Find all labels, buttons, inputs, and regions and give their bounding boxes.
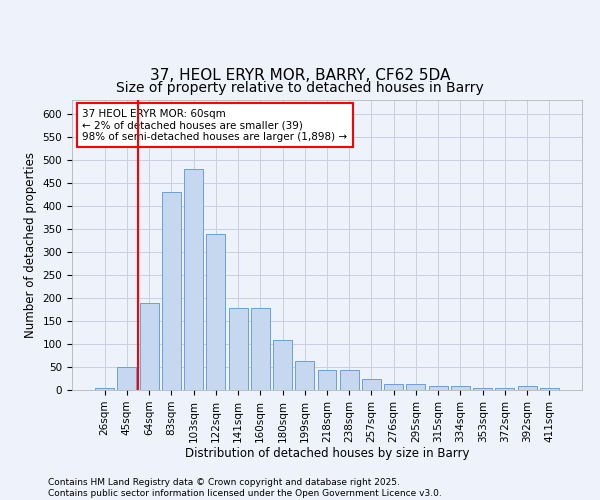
Bar: [429, 386, 448, 390]
Bar: [406, 384, 425, 390]
X-axis label: Distribution of detached houses by size in Barry: Distribution of detached houses by size …: [185, 448, 469, 460]
Bar: [340, 370, 359, 390]
Bar: [295, 362, 314, 390]
Text: 37 HEOL ERYR MOR: 60sqm
← 2% of detached houses are smaller (39)
98% of semi-det: 37 HEOL ERYR MOR: 60sqm ← 2% of detached…: [82, 108, 347, 142]
Bar: [518, 386, 536, 390]
Bar: [540, 388, 559, 390]
Text: 37, HEOL ERYR MOR, BARRY, CF62 5DA: 37, HEOL ERYR MOR, BARRY, CF62 5DA: [150, 68, 450, 82]
Bar: [384, 384, 403, 390]
Bar: [451, 386, 470, 390]
Text: Contains HM Land Registry data © Crown copyright and database right 2025.
Contai: Contains HM Land Registry data © Crown c…: [48, 478, 442, 498]
Text: Size of property relative to detached houses in Barry: Size of property relative to detached ho…: [116, 81, 484, 95]
Bar: [206, 234, 225, 390]
Y-axis label: Number of detached properties: Number of detached properties: [24, 152, 37, 338]
Bar: [317, 370, 337, 390]
Bar: [362, 379, 381, 390]
Bar: [118, 367, 136, 390]
Bar: [273, 340, 292, 390]
Bar: [251, 308, 270, 390]
Bar: [184, 169, 203, 390]
Bar: [229, 308, 248, 390]
Bar: [496, 388, 514, 390]
Bar: [162, 192, 181, 390]
Bar: [140, 302, 158, 390]
Bar: [473, 388, 492, 390]
Bar: [95, 388, 114, 390]
